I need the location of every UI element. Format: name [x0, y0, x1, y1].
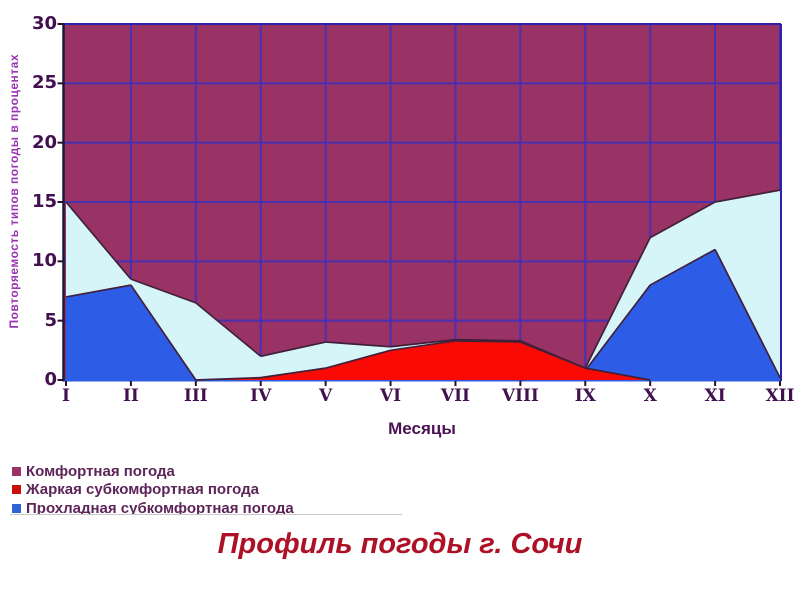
x-axis-title: Месяцы	[388, 419, 456, 438]
x-tick-label: VIII	[501, 386, 539, 406]
legend-item-label: Жаркая субкомфортная погода	[26, 481, 259, 499]
y-tick-label: 25	[31, 72, 57, 94]
chart-legend: Комфортная погода Жаркая субкомфортная по…	[10, 459, 402, 515]
legend-swatch-icon	[12, 485, 21, 495]
x-tick-label: XII	[765, 386, 795, 406]
tick-marks	[57, 23, 781, 386]
line-hot	[325, 349, 391, 369]
y-axis-title: Повторяемость типов погоды в процентах	[6, 53, 21, 329]
weather-profile-chart	[57, 23, 782, 386]
x-tick-label: IV	[250, 386, 272, 406]
x-tick-label: I	[62, 386, 70, 406]
line-hot	[520, 341, 586, 369]
line-cool	[714, 249, 781, 379]
line-unlabeled-light	[649, 201, 716, 239]
legend-item: Прохладная субкомфортная погода	[10, 499, 402, 515]
line-unlabeled-light	[65, 201, 132, 280]
line-hot	[585, 367, 651, 381]
line-cool	[649, 248, 716, 286]
y-tick-label: 20	[31, 131, 57, 153]
line-unlabeled-light	[584, 237, 651, 369]
x-tick-label: VII	[440, 386, 470, 406]
line-unlabeled-light	[325, 341, 391, 348]
line-hot	[260, 367, 326, 379]
y-tick-label: 5	[44, 309, 57, 331]
y-tick-label: 30	[31, 13, 57, 34]
y-tick-label: 0	[44, 369, 57, 390]
slide-title: Профиль погоды г. Сочи	[217, 528, 583, 560]
line-unlabeled-light	[260, 341, 326, 358]
x-tick-label: X	[643, 386, 657, 406]
legend-item-label: Прохладная субкомфортная погода	[26, 499, 294, 515]
line-hot	[195, 376, 261, 381]
y-axis-title-box: Повторяемость типов погоды в процентах	[3, 11, 24, 371]
area-hot	[66, 340, 780, 380]
x-tick-label: VI	[379, 386, 402, 406]
legend-item: Комфортная погода	[10, 462, 402, 481]
line-hot	[390, 339, 456, 352]
x-tick-label: III	[183, 386, 208, 406]
line-cool	[584, 284, 651, 372]
legend-item: Жаркая субкомфортная погода	[10, 481, 402, 500]
line-unlabeled-light	[714, 189, 781, 203]
x-tick-label: V	[319, 386, 333, 406]
line-cool	[130, 284, 197, 381]
line-unlabeled-light	[195, 302, 262, 357]
area-cool	[66, 249, 780, 380]
x-tick-label: IX	[574, 386, 596, 406]
y-tick-label: 15	[31, 191, 57, 212]
line-hot	[455, 339, 521, 343]
legend-swatch-icon	[12, 503, 21, 513]
line-unlabeled-light	[455, 338, 521, 342]
legend-swatch-icon	[12, 466, 21, 476]
legend-item-label: Комфортная погода	[26, 462, 175, 480]
line-unlabeled-light	[390, 338, 456, 348]
x-tick-label: XI	[704, 386, 726, 406]
x-tick-label: II	[122, 386, 139, 406]
line-cool	[65, 284, 132, 298]
line-unlabeled-light	[130, 278, 197, 304]
y-tick-label: 10	[31, 250, 57, 272]
